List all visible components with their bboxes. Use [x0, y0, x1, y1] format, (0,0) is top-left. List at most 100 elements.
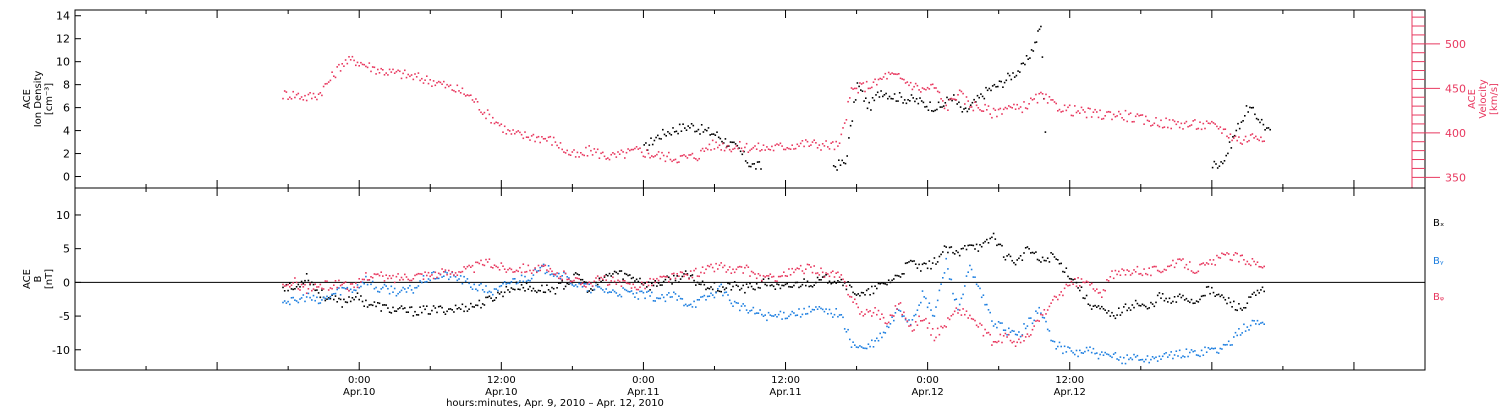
velocity-point-434	[1016, 103, 1018, 106]
bx-point-111	[470, 302, 472, 305]
velocity-point-31	[334, 76, 337, 79]
bx-point-563	[1234, 309, 1237, 311]
bz-point-508	[1141, 274, 1144, 277]
bx-point-483	[1099, 307, 1101, 310]
velocity-point-230	[671, 160, 673, 163]
velocity-point-498	[1124, 109, 1127, 112]
velocity-point-507	[1139, 114, 1142, 116]
bx-point-415	[984, 240, 986, 243]
bx-point-304	[796, 281, 799, 284]
by-point-20	[316, 296, 318, 299]
by-point-177	[581, 286, 584, 288]
bx-point-514	[1151, 303, 1154, 305]
velocity-point-405	[967, 100, 969, 102]
bz-point-246	[698, 275, 700, 278]
bz-point-466	[1070, 280, 1073, 283]
bz-point-493	[1116, 273, 1118, 276]
bz-point-542	[1199, 263, 1201, 266]
bz-point-373	[913, 329, 915, 331]
bz-point-348	[871, 315, 873, 317]
bx-point-127	[497, 291, 499, 294]
bx-point-215	[646, 286, 648, 288]
bx-point-463	[1065, 267, 1068, 269]
bx-point-413	[980, 245, 983, 248]
velocity-point-173	[574, 156, 577, 158]
velocity-point-64	[390, 71, 393, 73]
by-point-178	[583, 283, 585, 285]
by-point-544	[1202, 354, 1205, 356]
velocity-point-528	[1175, 123, 1178, 126]
velocity-point-50	[366, 66, 369, 69]
velocity-point-301	[791, 144, 793, 146]
by-point-95	[443, 275, 445, 277]
density-point-144	[958, 101, 960, 104]
bz-point-226	[664, 276, 667, 278]
velocity-point-110	[468, 94, 470, 97]
bz-point-177	[581, 282, 584, 284]
bx-point-427	[1004, 258, 1007, 261]
bz-point-403	[964, 313, 966, 316]
bx-point-141	[520, 284, 523, 286]
bx-point-17	[311, 281, 313, 284]
velocity-point-395	[950, 97, 953, 100]
velocity-point-517	[1156, 124, 1159, 127]
velocity-point-451	[1045, 93, 1047, 96]
velocity-point-353	[879, 77, 881, 80]
bz-point-545	[1204, 264, 1206, 266]
by-point-548	[1209, 348, 1211, 350]
bz-point-232	[674, 277, 677, 280]
bz-point-44	[356, 286, 359, 289]
bx-point-576	[1256, 289, 1259, 292]
by-point-539	[1194, 350, 1196, 352]
bz-point-225	[662, 275, 665, 278]
by-point-40	[349, 288, 352, 291]
bz-point-304	[796, 267, 799, 269]
by-point-168	[566, 276, 568, 278]
velocity-point-407	[970, 106, 973, 108]
velocity-point-154	[542, 138, 545, 140]
by-point-504	[1134, 356, 1137, 358]
density-point-149	[966, 110, 969, 113]
bx-point-521	[1163, 299, 1166, 302]
velocity-point-75	[409, 75, 411, 78]
bz-point-500	[1128, 270, 1130, 272]
bx-point-205	[629, 274, 631, 276]
by-point-76	[410, 289, 413, 291]
velocity-point-415	[984, 103, 986, 106]
bx-point-301	[791, 286, 793, 288]
bz-point-353	[879, 318, 881, 320]
bx-point-235	[679, 278, 682, 280]
bz-point-417	[987, 331, 990, 334]
velocity-point-351	[876, 83, 878, 86]
velocity-point-346	[867, 87, 870, 90]
bz-point-75	[409, 279, 411, 282]
by-point-391	[943, 272, 946, 274]
velocity-point-224	[661, 151, 663, 154]
density-point-132	[937, 101, 940, 104]
velocity-point-79	[415, 76, 418, 78]
by-point-532	[1182, 355, 1184, 357]
bz-point-174	[576, 277, 579, 280]
bz-point-14	[305, 292, 308, 294]
bz-point-127	[497, 266, 499, 269]
by-point-120	[485, 285, 487, 287]
bz-point-401	[960, 314, 963, 316]
bz-point-97	[446, 273, 448, 276]
velocity-point-237	[683, 154, 685, 156]
bx-point-53	[371, 304, 374, 307]
bx-point-377	[920, 270, 922, 272]
density-point-92	[870, 109, 872, 111]
bz-point-408	[972, 318, 975, 321]
bz-point-477	[1089, 284, 1091, 286]
density-point-103	[888, 95, 891, 98]
bz-point-3	[287, 283, 289, 286]
field-axis-title-1: ACE	[22, 269, 33, 289]
bx-point-312	[810, 285, 812, 287]
by-point-516	[1155, 356, 1157, 358]
velocity-point-341	[859, 82, 861, 84]
by-point-209	[635, 292, 638, 294]
by-point-243	[693, 300, 695, 303]
time-tick-label: 12:00	[1055, 375, 1084, 386]
bx-point-322	[827, 282, 829, 284]
velocity-point-393	[947, 109, 949, 111]
